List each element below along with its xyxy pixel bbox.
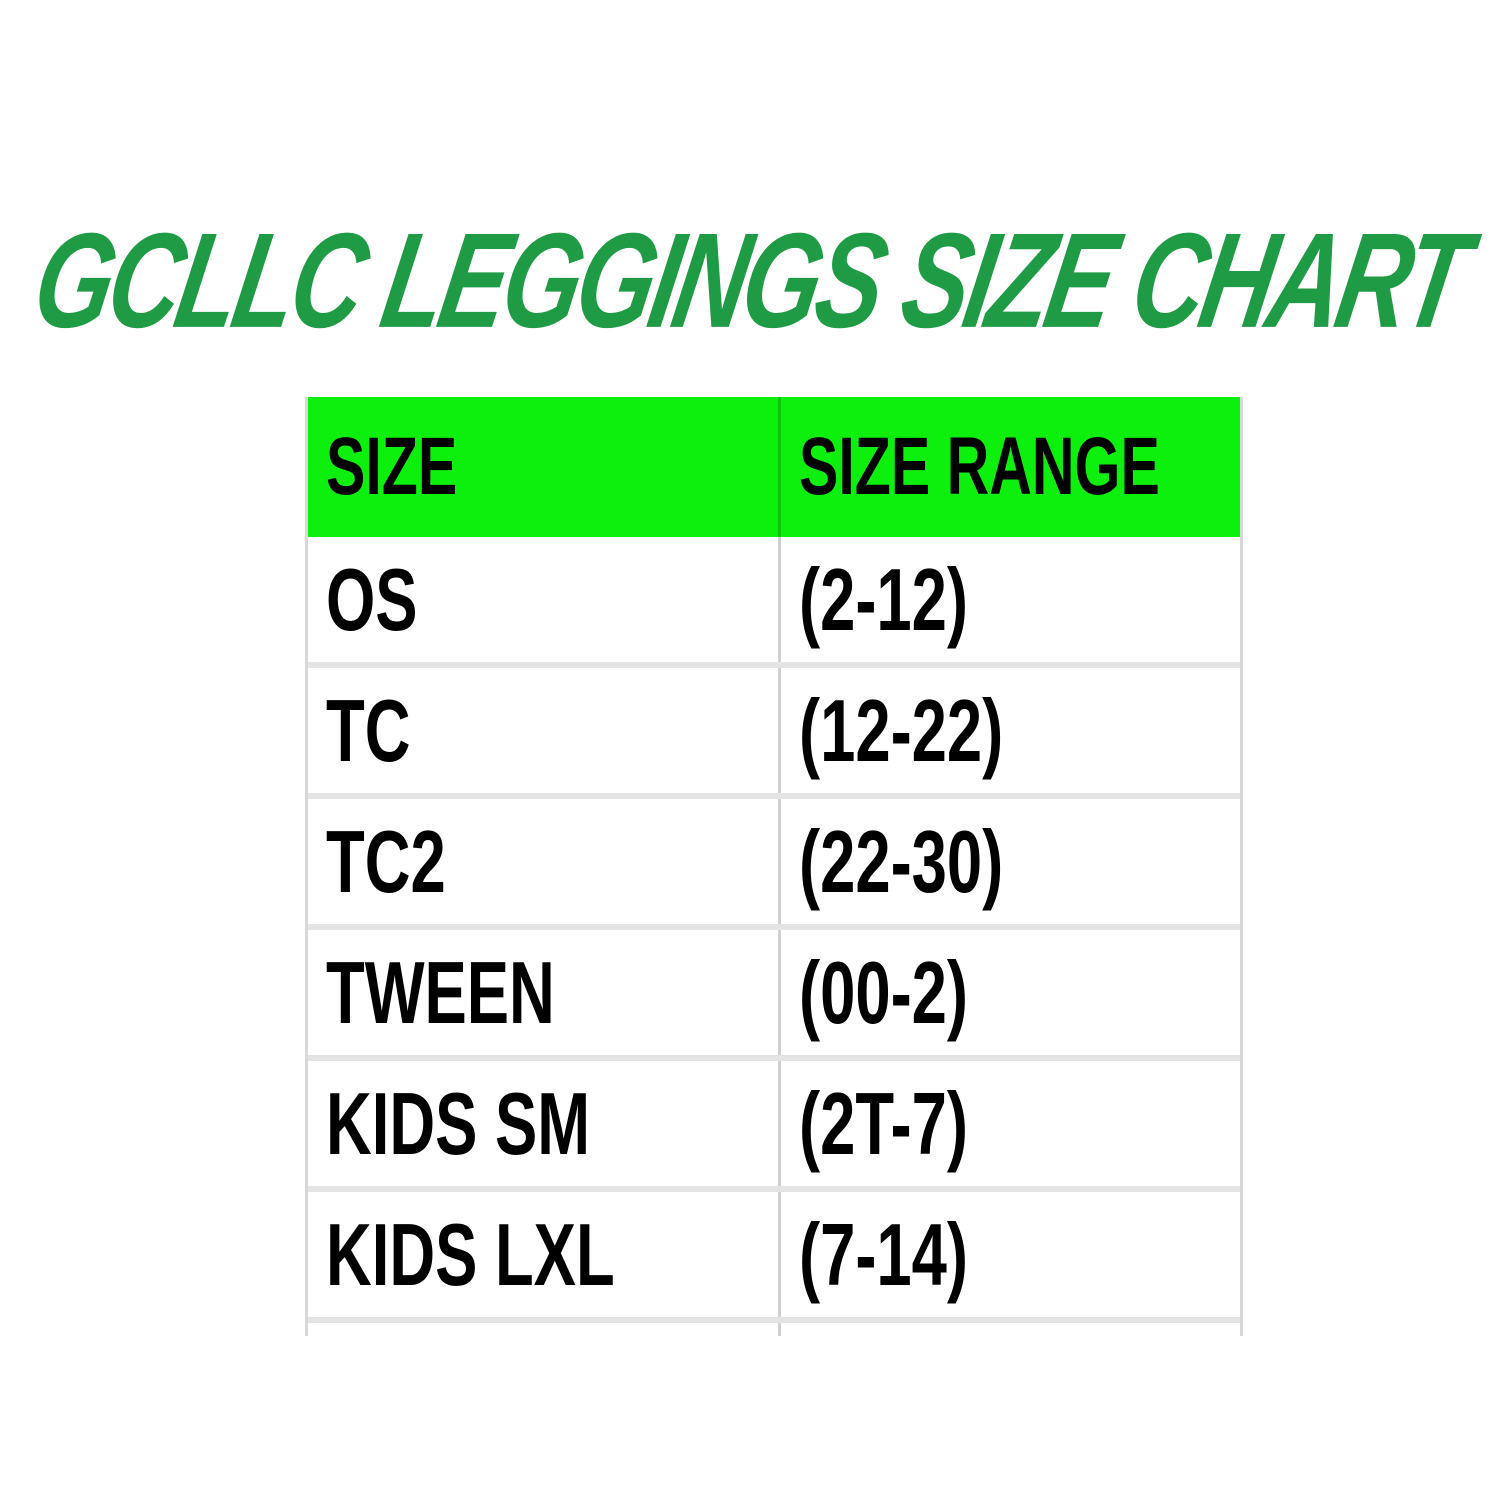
partial-empty-size-cell xyxy=(308,1323,778,1336)
size-column-header: SIZE xyxy=(326,421,458,512)
range-value: (2T-7) xyxy=(799,1073,968,1173)
range-cell: (22-30) xyxy=(778,799,1240,924)
range-value: (2-12) xyxy=(799,549,969,649)
table-header-row: SIZE SIZE RANGE xyxy=(308,397,1240,537)
size-column-header-cell: SIZE xyxy=(308,397,778,537)
range-cell: (2-12) xyxy=(778,537,1240,662)
page-title: GCLLC LEGGINGS SIZE CHART xyxy=(23,205,1477,357)
table-row: KIDS LXL (7-14) xyxy=(308,1192,1240,1323)
range-column-header-cell: SIZE RANGE xyxy=(778,397,1240,537)
range-value: (7-14) xyxy=(799,1204,969,1304)
size-cell: TC2 xyxy=(308,799,778,924)
table-row: KIDS SM (2T-7) xyxy=(308,1061,1240,1192)
range-value: (00-2) xyxy=(799,942,969,1042)
range-value: (12-22) xyxy=(799,680,1004,780)
size-chart-table: SIZE SIZE RANGE OS (2-12) TC (12-22) TC2 (22-… xyxy=(305,397,1243,1336)
size-value: KIDS SM xyxy=(326,1073,591,1173)
size-value: KIDS LXL xyxy=(326,1204,615,1304)
table-row: TWEEN (00-2) xyxy=(308,930,1240,1061)
table-body: OS (2-12) TC (12-22) TC2 (22-30) TWEEN (00-2) KI… xyxy=(308,537,1240,1323)
size-value: TC2 xyxy=(326,811,446,911)
range-cell: (00-2) xyxy=(778,930,1240,1055)
size-cell: TWEEN xyxy=(308,930,778,1055)
range-value: (22-30) xyxy=(799,811,1004,911)
partial-empty-row xyxy=(308,1323,1240,1336)
range-cell: (7-14) xyxy=(778,1192,1240,1317)
size-cell: OS xyxy=(308,537,778,662)
size-cell: KIDS SM xyxy=(308,1061,778,1186)
table-row: OS (2-12) xyxy=(308,537,1240,668)
size-value: TC xyxy=(326,680,411,780)
table-row: TC (12-22) xyxy=(308,668,1240,799)
size-value: OS xyxy=(326,549,418,649)
size-cell: KIDS LXL xyxy=(308,1192,778,1317)
size-cell: TC xyxy=(308,668,778,793)
size-value: TWEEN xyxy=(326,942,555,1042)
partial-empty-range-cell xyxy=(778,1323,1240,1336)
table-row: TC2 (22-30) xyxy=(308,799,1240,930)
range-column-header: SIZE RANGE xyxy=(799,421,1160,512)
range-cell: (2T-7) xyxy=(778,1061,1240,1186)
range-cell: (12-22) xyxy=(778,668,1240,793)
